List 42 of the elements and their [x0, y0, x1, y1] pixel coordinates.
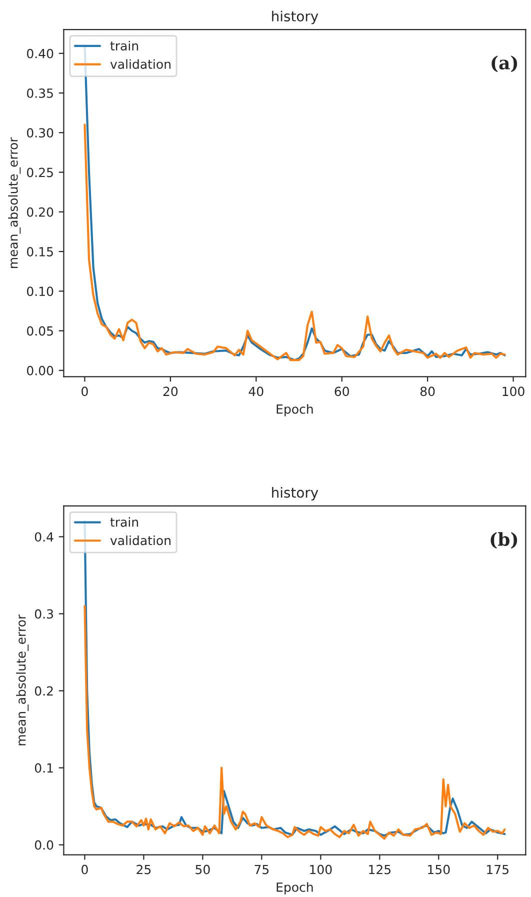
x-tick-label: 0 [82, 864, 88, 874]
chart-title: history [272, 487, 318, 500]
x-tick-label: 100 [310, 864, 332, 874]
x-tick-label: 150 [428, 864, 450, 874]
line-series [84, 605, 506, 840]
x-tick-label: 125 [369, 864, 390, 874]
legend-label: validation [110, 59, 170, 69]
y-tick-label: 0.05 [26, 326, 53, 336]
y-axis-title: mean_absolute_error [8, 137, 21, 268]
y-tick-label: 0.0 [34, 840, 54, 850]
y-tick-label: 0.15 [26, 246, 53, 256]
y-tick-label: 0.00 [26, 366, 54, 376]
x-axis-title: Epoch [276, 882, 313, 894]
x-tick-label: 80 [420, 386, 435, 396]
y-tick-label: 0.1 [34, 763, 53, 773]
y-tick-label: 0.20 [26, 207, 54, 217]
x-tick-label: 0 [82, 386, 88, 396]
y-tick-label: 0.35 [26, 88, 53, 98]
annotation: (a) [492, 56, 518, 72]
legend-label: train [110, 40, 138, 51]
x-tick-label: 20 [163, 386, 178, 396]
x-tick-label: 25 [136, 864, 151, 874]
x-axis-title: Epoch [276, 404, 313, 416]
y-tick-label: 0.25 [26, 168, 53, 178]
y-tick-label: 0.4 [34, 532, 54, 542]
line-series [84, 124, 506, 362]
x-tick-label: 75 [254, 864, 269, 874]
x-tick-label: 175 [487, 864, 508, 874]
legend-label: validation [110, 536, 170, 546]
y-tick-label: 0.10 [26, 286, 54, 296]
y-axis-title: mean_absolute_error [16, 614, 29, 746]
annotation: (b) [490, 532, 518, 549]
legend-label: train [110, 517, 138, 527]
x-tick-label: 100 [502, 386, 524, 396]
y-tick-label: 0.2 [34, 686, 53, 696]
x-tick-label: 40 [248, 386, 264, 396]
chart-title: history [272, 10, 318, 24]
y-tick-label: 0.40 [26, 48, 54, 58]
y-tick-label: 0.30 [26, 128, 54, 138]
y-tick-label: 0.3 [34, 609, 53, 619]
x-tick-label: 60 [334, 386, 349, 396]
x-tick-label: 50 [196, 864, 210, 874]
